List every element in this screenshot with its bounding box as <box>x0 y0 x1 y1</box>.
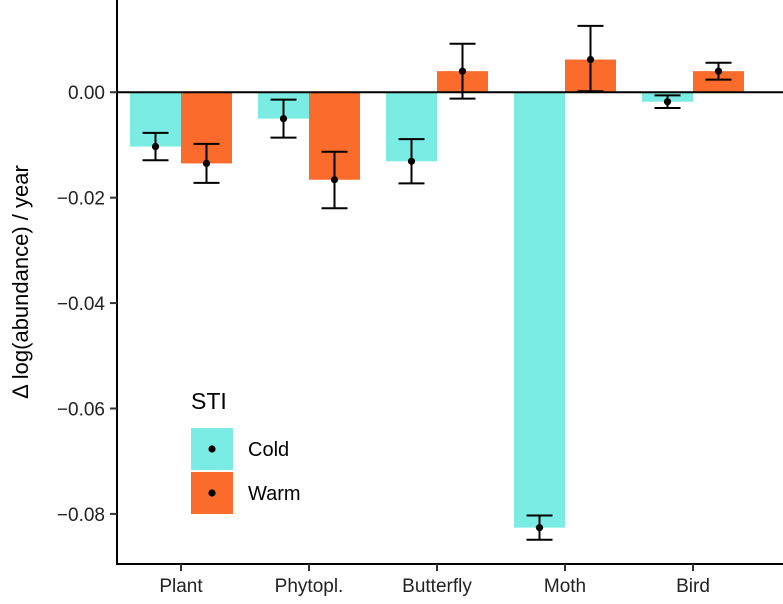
x-tick-label: Phytopl. <box>275 576 344 597</box>
legend-key-point <box>208 445 216 453</box>
mean-point <box>586 55 595 64</box>
y-tick-label: 0.00 <box>68 83 105 104</box>
mean-point <box>407 157 416 165</box>
x-tick-label: Butterfly <box>402 576 472 597</box>
legend-label-warm: Warm <box>248 483 301 505</box>
x-axis-ticks: Plant Phytopl. Butterfly Moth Bird <box>159 564 710 597</box>
y-tick-label: −0.02 <box>57 189 105 210</box>
y-axis-ticks: 0.00 −0.02 −0.04 −0.06 −0.08 <box>57 83 117 526</box>
mean-point <box>151 142 160 151</box>
mean-point <box>714 67 723 75</box>
mean-point <box>535 524 544 532</box>
x-tick-label: Plant <box>159 576 203 597</box>
legend-label-cold: Cold <box>248 439 289 461</box>
y-axis-title: Δ log(abundance) / year <box>8 165 33 399</box>
legend-title: STI <box>191 388 227 414</box>
errorbars-layer <box>142 24 732 541</box>
y-tick-label: −0.06 <box>57 400 105 421</box>
mean-point <box>330 176 339 184</box>
bar-warm-bird <box>693 71 744 93</box>
x-tick-label: Moth <box>544 576 586 597</box>
mean-point <box>458 67 467 75</box>
legend: STI Cold Warm <box>191 388 301 514</box>
x-tick-label: Bird <box>676 576 710 597</box>
mean-point <box>663 98 672 106</box>
legend-key-point <box>208 489 216 497</box>
y-tick-label: −0.08 <box>57 505 105 526</box>
bar-cold-moth <box>514 92 565 528</box>
mean-point <box>202 159 211 168</box>
mean-point <box>279 114 288 123</box>
y-tick-label: −0.04 <box>57 294 106 315</box>
